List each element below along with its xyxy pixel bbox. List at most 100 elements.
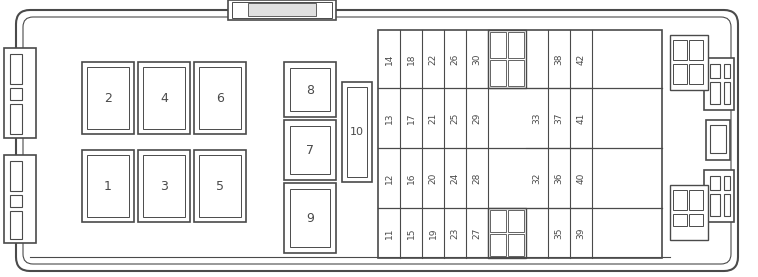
Text: 35: 35 — [555, 227, 563, 239]
Bar — [342, 82, 372, 182]
Bar — [689, 64, 703, 84]
Bar — [490, 234, 506, 256]
Bar — [689, 40, 703, 60]
Bar — [710, 176, 720, 190]
Bar — [284, 183, 336, 253]
Bar — [490, 60, 506, 86]
Bar — [673, 214, 687, 226]
Text: 27: 27 — [472, 227, 481, 239]
Bar — [143, 67, 185, 129]
Bar — [710, 82, 720, 104]
Bar — [284, 120, 336, 180]
Bar — [488, 208, 526, 258]
Text: 23: 23 — [450, 227, 459, 239]
Text: 33: 33 — [533, 112, 541, 124]
Bar — [508, 60, 524, 86]
Bar — [284, 62, 336, 117]
Bar — [10, 211, 22, 239]
Bar — [724, 82, 730, 104]
Bar — [706, 120, 730, 160]
Text: 15: 15 — [406, 227, 415, 239]
Bar — [508, 32, 524, 58]
Text: 3: 3 — [160, 179, 168, 193]
Text: 37: 37 — [555, 112, 563, 124]
Bar — [490, 210, 506, 232]
Text: 2: 2 — [104, 91, 112, 104]
Text: 7: 7 — [306, 143, 314, 157]
Bar — [673, 40, 687, 60]
Bar — [228, 0, 336, 20]
Text: 29: 29 — [472, 112, 481, 124]
FancyBboxPatch shape — [16, 10, 738, 271]
Text: 24: 24 — [450, 172, 459, 184]
Bar — [143, 155, 185, 217]
Bar — [347, 87, 367, 177]
Text: 25: 25 — [450, 112, 459, 124]
Bar — [194, 150, 246, 222]
Text: 26: 26 — [450, 53, 459, 65]
Bar — [87, 155, 129, 217]
Text: 38: 38 — [555, 53, 563, 65]
Bar — [138, 62, 190, 134]
Bar — [673, 64, 687, 84]
Bar — [710, 194, 720, 216]
Bar — [290, 189, 330, 247]
Bar — [710, 125, 726, 153]
Text: 16: 16 — [406, 172, 415, 184]
Bar — [508, 210, 524, 232]
Bar — [10, 54, 22, 84]
Bar — [488, 30, 526, 88]
Bar — [82, 62, 134, 134]
Text: 8: 8 — [306, 83, 314, 96]
Bar — [673, 190, 687, 210]
Text: 40: 40 — [577, 172, 585, 184]
Bar — [10, 104, 22, 134]
Bar — [82, 150, 134, 222]
Bar — [290, 68, 330, 111]
Text: 5: 5 — [216, 179, 224, 193]
Bar — [724, 194, 730, 216]
Bar — [508, 234, 524, 256]
Text: 4: 4 — [160, 91, 168, 104]
Bar — [704, 170, 734, 222]
Bar — [10, 88, 22, 100]
Bar — [248, 3, 316, 16]
Text: 22: 22 — [428, 53, 437, 65]
Text: 42: 42 — [577, 53, 585, 65]
Text: 32: 32 — [533, 172, 541, 184]
Text: 1: 1 — [104, 179, 112, 193]
Text: 28: 28 — [472, 172, 481, 184]
Bar — [194, 62, 246, 134]
Text: 12: 12 — [384, 172, 393, 184]
Bar — [290, 126, 330, 174]
Text: 18: 18 — [406, 53, 415, 65]
Bar — [232, 2, 332, 18]
Text: 9: 9 — [306, 212, 314, 224]
Bar — [670, 35, 708, 90]
Text: 21: 21 — [428, 112, 437, 124]
Text: 10: 10 — [350, 127, 364, 137]
Text: 30: 30 — [472, 53, 481, 65]
Bar — [704, 58, 734, 110]
Text: 20: 20 — [428, 172, 437, 184]
Bar — [199, 155, 241, 217]
Bar — [199, 67, 241, 129]
Bar — [670, 185, 708, 240]
Text: 17: 17 — [406, 112, 415, 124]
Bar — [490, 32, 506, 58]
Bar — [689, 190, 703, 210]
Bar — [378, 30, 662, 258]
Bar — [138, 150, 190, 222]
Bar — [87, 67, 129, 129]
Bar — [10, 195, 22, 207]
Text: 36: 36 — [555, 172, 563, 184]
Text: 11: 11 — [384, 227, 393, 239]
Bar — [689, 214, 703, 226]
Text: 39: 39 — [577, 227, 585, 239]
Text: 6: 6 — [216, 91, 224, 104]
Bar — [4, 48, 36, 138]
Bar — [710, 64, 720, 78]
Bar — [724, 176, 730, 190]
Bar — [10, 161, 22, 191]
Bar — [724, 64, 730, 78]
